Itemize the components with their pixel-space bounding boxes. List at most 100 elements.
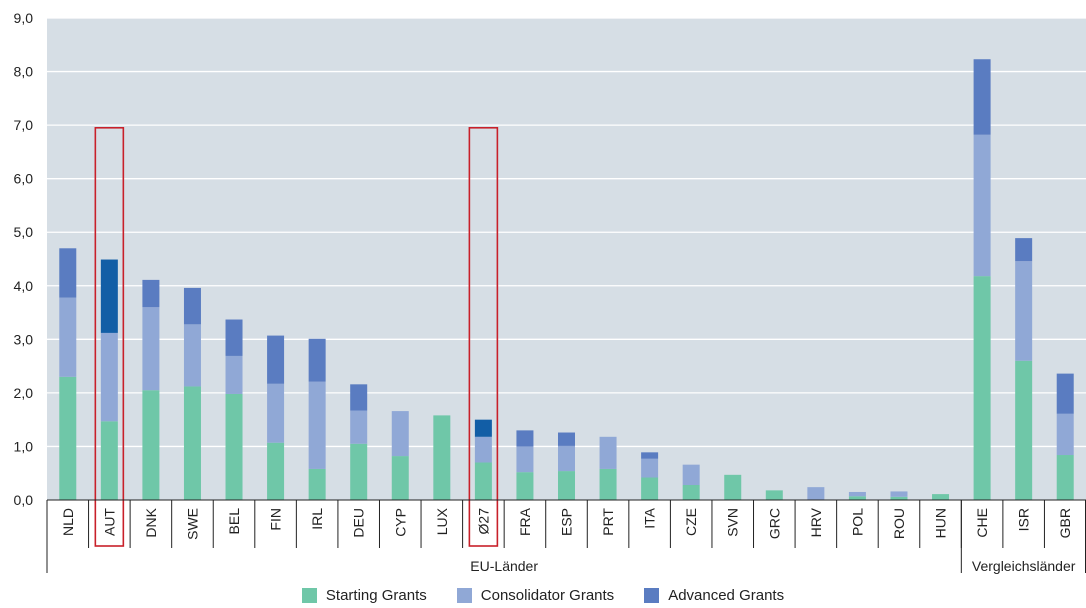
bar-segment <box>59 376 77 500</box>
y-tick-label: 0,0 <box>14 492 34 508</box>
plot-background <box>47 18 1086 500</box>
bar-segment <box>890 491 908 497</box>
highlight-outline <box>468 126 499 547</box>
y-tick-label: 3,0 <box>14 331 34 347</box>
legend-label-consolidator-grants: Consolidator Grants <box>480 586 615 604</box>
legend-swatch-starting-grants <box>301 587 317 603</box>
y-axis: 0,0 1,0 2,0 3,0 4,0 5,0 6,0 7,0 8,0 9,0 <box>14 10 34 508</box>
x-tick-label: DNK <box>143 507 159 537</box>
bar-segment <box>100 259 118 333</box>
highlight-boxes <box>94 126 499 547</box>
legend-item-starting-grants: Starting Grants <box>301 584 427 606</box>
legend-item-advanced-grants: Advanced Grants <box>644 584 784 606</box>
bar-segment <box>1056 455 1074 500</box>
bar-segment <box>641 452 659 459</box>
x-tick-label: FRA <box>517 507 533 536</box>
bar-segment <box>433 415 451 500</box>
y-tick-label: 9,0 <box>14 10 34 26</box>
bar-segment <box>558 471 575 500</box>
x-tick-label: SVN <box>725 508 741 537</box>
bar-segment <box>516 430 534 447</box>
x-tick-label: AUT <box>101 508 117 536</box>
bar-segment <box>391 456 409 500</box>
bar-segment <box>142 390 160 500</box>
y-tick-label: 7,0 <box>14 117 34 133</box>
bar-segment <box>848 491 866 497</box>
bar-segment <box>1015 238 1033 262</box>
group-label: Vergleichsländer <box>972 558 1076 574</box>
bar-segment <box>682 485 700 500</box>
bar-segment <box>516 472 534 500</box>
legend-label-advanced-grants: Advanced Grants <box>668 586 785 604</box>
bar-segment <box>59 248 77 298</box>
bar-segment <box>1056 413 1074 456</box>
bar-segment <box>474 419 492 437</box>
bar-segment <box>848 496 866 500</box>
bar-segment <box>724 474 742 500</box>
x-tick-label: Ø27 <box>475 508 491 535</box>
bar-segment <box>308 381 326 469</box>
bar-segment <box>391 411 409 457</box>
bar-segment <box>599 468 617 500</box>
x-tick-label: ITA <box>642 507 658 528</box>
x-tick-label: ESP <box>559 508 575 536</box>
x-tick-label: GBR <box>1057 508 1073 538</box>
bar-segment <box>225 355 243 394</box>
x-tick-label: PRT <box>600 508 616 536</box>
bar-segment <box>641 477 659 500</box>
x-tick-label: IRL <box>309 508 325 530</box>
bar-segment <box>225 393 243 500</box>
legend-item-consolidator-grants: Consolidator Grants <box>456 584 615 606</box>
legend-swatch-advanced-grants <box>644 587 660 603</box>
bar-segment <box>1015 360 1033 500</box>
bar-segment <box>516 446 534 473</box>
bar-segment <box>350 384 368 411</box>
x-tick-label: DEU <box>351 508 367 538</box>
legend-label-starting-grants: Starting Grants <box>325 586 427 604</box>
y-tick-label: 4,0 <box>14 278 34 294</box>
x-tick-label: HRV <box>808 507 824 537</box>
highlight-outline <box>94 126 125 547</box>
x-axis: NLD AUT DNK SWE BEL FIN IRL DEU CYP LUX Ø27 FRA ESP P… <box>46 499 1086 574</box>
x-tick-label: BEL <box>226 508 242 535</box>
bar-segment <box>350 410 368 444</box>
bar-segment <box>973 134 991 277</box>
x-tick-label: NLD <box>60 508 76 536</box>
bar-segment <box>1056 373 1074 414</box>
bar-segment <box>100 332 118 422</box>
x-tick-label: LUX <box>434 507 450 535</box>
x-tick-label: CZE <box>683 508 699 536</box>
bars <box>59 59 1074 500</box>
bar-segment <box>267 335 285 384</box>
bar-segment <box>308 338 326 382</box>
bar-segment <box>308 468 326 500</box>
bar-segment <box>142 279 160 308</box>
y-tick-label: 8,0 <box>14 64 34 80</box>
x-tick-label: CHE <box>974 508 990 538</box>
bar-segment <box>558 432 575 446</box>
bar-segment <box>1015 261 1033 361</box>
bar-segment <box>932 494 950 500</box>
legend-swatch-consolidator-grants <box>456 587 472 603</box>
bar-segment <box>225 319 243 356</box>
y-tick-label: 1,0 <box>14 438 34 454</box>
x-tick-label: ROU <box>891 508 907 539</box>
bar-segment <box>142 307 160 391</box>
y-tick-label: 2,0 <box>14 385 34 401</box>
bar-segment <box>765 490 783 500</box>
bar-segment <box>267 442 285 500</box>
x-tick-label: FIN <box>268 508 284 531</box>
bar-segment <box>558 445 575 472</box>
x-tick-label: ISR <box>1016 508 1032 531</box>
x-tick-label: HUN <box>933 508 949 538</box>
bar-segment <box>267 383 285 443</box>
bar-segment <box>350 443 368 500</box>
x-tick-label: SWE <box>184 508 200 540</box>
bar-segment <box>183 386 201 500</box>
bar-segment <box>183 287 201 325</box>
bar-segment <box>641 458 659 478</box>
gridlines <box>47 17 1086 448</box>
x-tick-label: GRC <box>766 508 782 539</box>
bar-segment <box>100 421 118 500</box>
